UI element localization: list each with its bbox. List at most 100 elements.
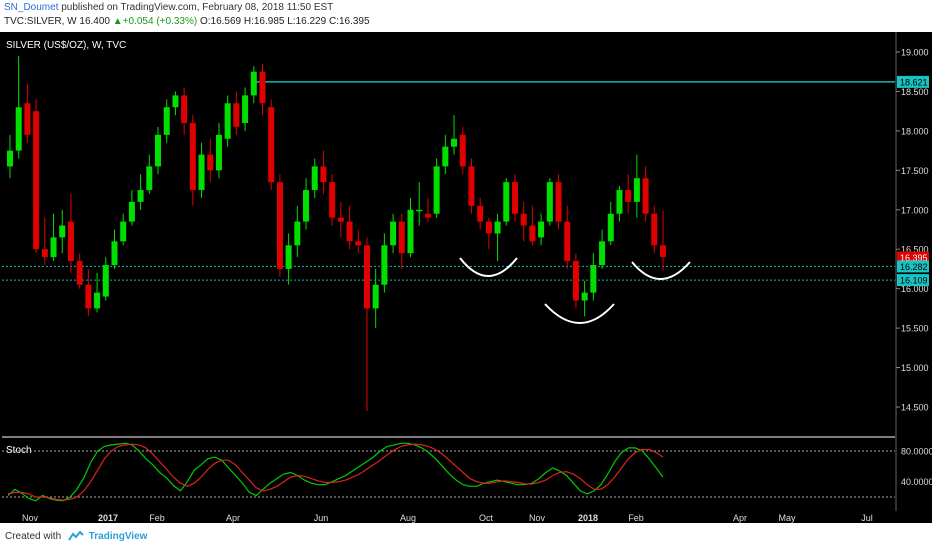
footer-text: Created with TradingView — [5, 531, 147, 542]
candle-17 — [155, 126, 162, 175]
publish-date: published on TradingView.com, February 0… — [61, 2, 334, 13]
footer: Created with TradingView — [0, 523, 932, 550]
candle-body — [250, 71, 257, 96]
candle-body — [224, 103, 231, 139]
candle-body — [155, 134, 162, 167]
candle-body — [198, 154, 205, 191]
x-tick-label: Oct — [479, 513, 494, 523]
candle-44 — [390, 213, 397, 254]
candle-body — [494, 221, 501, 234]
y-tick-label: 17.500 — [901, 166, 929, 176]
candle-12 — [111, 229, 118, 269]
candle-body — [607, 213, 614, 242]
candle-24 — [215, 123, 222, 179]
candle-42 — [372, 268, 379, 329]
candle-65 — [572, 253, 579, 309]
chart-svg[interactable]: SILVER (US$/OZ), W, TVC Stoch 80.000040.… — [0, 32, 932, 523]
candle-29 — [259, 63, 266, 116]
support-1-price-tag: 16.282 — [897, 260, 929, 273]
candle-41 — [363, 237, 370, 411]
candle-38 — [337, 201, 344, 238]
candle-body — [520, 213, 527, 226]
y-tick-label: 14.500 — [901, 403, 929, 413]
y-tick-label: 16.500 — [901, 245, 929, 255]
chart-title: SILVER (US$/OZ), W, TVC — [6, 40, 126, 51]
candle-body — [538, 221, 545, 238]
candle-body — [311, 166, 318, 191]
candle-16 — [146, 154, 153, 194]
candle-30 — [268, 99, 275, 191]
candle-body — [572, 261, 579, 301]
tradingview-logo-icon — [68, 531, 84, 541]
candle-14 — [128, 190, 135, 226]
candle-48 — [424, 197, 431, 222]
current-price-tag-text: 16.395 — [900, 253, 928, 263]
ohlc-values: O:16.569 H:16.985 L:16.229 C:16.395 — [199, 16, 370, 27]
candle-body — [207, 154, 214, 171]
candle-body — [329, 182, 336, 218]
candle-body — [24, 103, 31, 135]
candle-10 — [94, 272, 101, 313]
candle-body — [633, 178, 640, 202]
candle-71 — [625, 174, 632, 214]
candle-body — [337, 217, 344, 222]
candle-23 — [207, 138, 214, 183]
y-tick-label: 18.000 — [901, 126, 929, 136]
candle-27 — [242, 87, 249, 131]
candle-body — [416, 209, 423, 212]
candle-11 — [102, 257, 109, 301]
candle-37 — [329, 174, 336, 226]
candle-body — [642, 178, 649, 214]
candle-body — [294, 221, 301, 246]
support-2-price-tag-bg — [897, 274, 929, 287]
x-tick-label: Jul — [861, 513, 873, 523]
author-link[interactable]: SN_Doumet — [4, 2, 59, 13]
candle-body — [433, 166, 440, 214]
candle-54 — [477, 197, 484, 230]
x-tick-label: 2017 — [98, 513, 118, 523]
candle-body — [503, 182, 510, 222]
candle-3 — [33, 99, 40, 254]
candle-5 — [50, 213, 57, 262]
resistance-price-tag-text: 18.621 — [900, 77, 928, 87]
candle-body — [102, 265, 109, 297]
candle-body — [268, 107, 275, 183]
stoch-k-line — [7, 442, 664, 502]
candle-body — [546, 182, 553, 222]
candle-body — [424, 213, 431, 218]
candle-43 — [381, 233, 388, 293]
last-price: 16.400 — [79, 16, 110, 27]
candle-18 — [163, 99, 170, 143]
candle-0 — [7, 134, 13, 179]
candle-body — [233, 103, 240, 127]
candle-1 — [15, 55, 22, 159]
x-tick-label: Nov — [529, 513, 546, 523]
candle-8 — [76, 253, 83, 289]
candle-35 — [311, 158, 318, 198]
symbol-label: TVC:SILVER, W — [4, 16, 77, 27]
candle-15 — [137, 174, 144, 210]
candle-body — [346, 221, 353, 242]
x-tick-label: Nov — [22, 513, 39, 523]
candle-body — [41, 249, 48, 258]
x-tick-label: May — [778, 513, 796, 523]
candle-body — [303, 190, 310, 222]
candle-body — [564, 221, 571, 262]
x-tick-label: Apr — [733, 513, 747, 523]
candle-75 — [660, 210, 666, 271]
candle-40 — [355, 229, 362, 254]
candle-body — [581, 292, 588, 301]
candle-body — [259, 71, 266, 104]
head-arc — [544, 303, 615, 324]
y-tick-label: 15.500 — [901, 324, 929, 334]
candle-body — [76, 261, 83, 285]
candle-62 — [546, 178, 553, 226]
chart-area[interactable]: SILVER (US$/OZ), W, TVC Stoch 80.0000 40.… — [0, 32, 932, 523]
candle-39 — [346, 205, 353, 250]
candle-64 — [564, 205, 571, 269]
tradingview-brand[interactable]: TradingView — [88, 531, 148, 542]
candle-46 — [407, 197, 414, 258]
up-arrow-icon: ▲ — [112, 16, 123, 27]
candle-body — [163, 107, 170, 135]
y-tick-label: 17.000 — [901, 205, 929, 215]
